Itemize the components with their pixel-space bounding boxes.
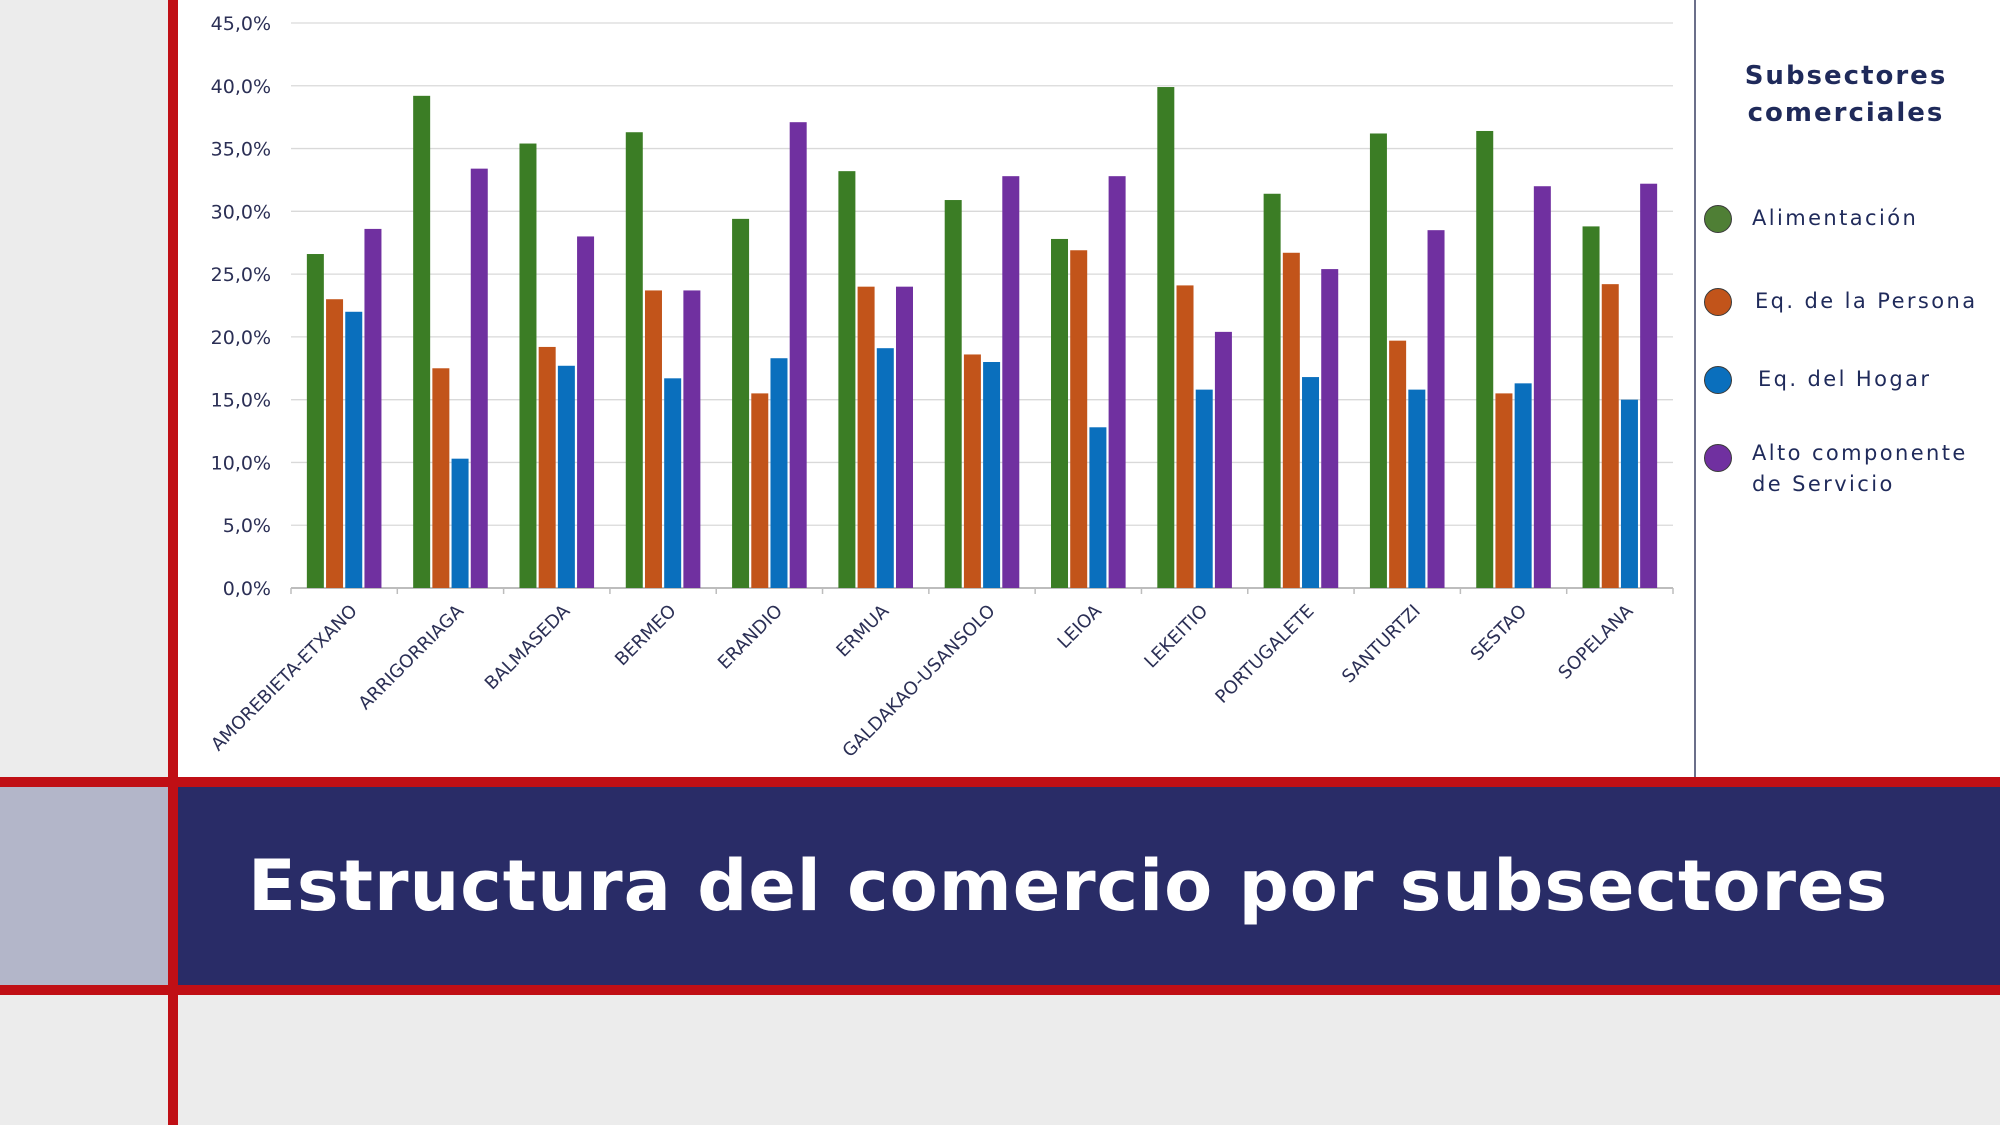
bar [557, 365, 575, 588]
y-tick-label: 10,0% [211, 452, 271, 474]
bar [838, 171, 856, 588]
bar [751, 393, 769, 588]
x-category-label: ERMUA [832, 600, 893, 661]
bar [1321, 269, 1339, 588]
bar [732, 218, 750, 588]
x-category-label: SESTAO [1467, 601, 1531, 665]
red-vertical-rule [168, 0, 178, 1125]
bar [789, 122, 807, 588]
decorative-gray-block [0, 787, 168, 985]
bar [326, 299, 344, 588]
bar [1051, 238, 1069, 588]
title-band: Estructura del comercio por subsectores [178, 787, 2000, 985]
bar [625, 132, 643, 588]
legend-label: Eq. del Hogar [1758, 367, 1932, 391]
bar [1157, 87, 1175, 589]
bar [1601, 284, 1619, 588]
y-tick-label: 45,0% [211, 13, 271, 35]
bar [683, 290, 701, 588]
bar-chart: 0,0% 5,0% 10,0% 15,0% 20,0% 25,0% 30,0% 35,0% 40… [207, 13, 1674, 762]
y-tick-label: 20,0% [211, 327, 271, 349]
bar [963, 354, 981, 588]
legend-label: Alto componente de Servicio [1752, 441, 1968, 496]
y-tick-label: 15,0% [211, 390, 271, 412]
x-category-label: LEIOA [1054, 600, 1107, 653]
bar [1533, 186, 1551, 588]
bar [451, 458, 469, 588]
x-category-label: PORTUGALETE [1211, 601, 1318, 708]
legend-panel: Subsectores comerciales Alimentación Eq.… [1696, 0, 2000, 782]
legend-title: Subsectores comerciales [1744, 61, 1948, 128]
legend-swatch-eq-hogar [1704, 366, 1732, 394]
bar [1620, 399, 1638, 588]
bar [1002, 176, 1020, 588]
legend-label: Eq. de la Persona [1755, 289, 1978, 313]
bar [1640, 183, 1658, 588]
bar [519, 143, 537, 589]
bar [1408, 389, 1426, 588]
bar [1427, 230, 1445, 588]
bar [1263, 193, 1281, 588]
bar [1089, 427, 1107, 588]
legend-swatch-alimentacion [1704, 205, 1732, 233]
y-tick-label: 35,0% [211, 139, 271, 161]
bar [664, 378, 682, 588]
bar [1214, 331, 1232, 588]
chart-panel: 0,0% 5,0% 10,0% 15,0% 20,0% 25,0% 30,0% 35,0% 40… [178, 0, 1696, 782]
bar [364, 228, 382, 588]
bar [857, 286, 875, 588]
bar [577, 236, 595, 588]
y-tick-label: 5,0% [223, 515, 271, 537]
y-tick-label: 25,0% [211, 264, 271, 286]
y-tick-label: 40,0% [211, 76, 271, 98]
bar [306, 254, 324, 588]
y-tick-label: 0,0% [223, 578, 271, 600]
x-category-label: LEKEITIO [1140, 601, 1212, 673]
bar [1195, 389, 1213, 588]
bar [1176, 285, 1194, 588]
y-tick-label: 30,0% [211, 201, 271, 223]
x-category-label: ERANDIO [714, 601, 787, 674]
bar [1070, 250, 1088, 588]
bar [944, 200, 962, 589]
red-horizontal-rule-bottom [0, 985, 2000, 995]
bar [538, 346, 556, 588]
bar [1369, 133, 1387, 588]
bar [1495, 393, 1513, 588]
bar [470, 168, 488, 588]
bar [770, 358, 788, 588]
bar [1108, 176, 1126, 588]
bar [1282, 252, 1300, 588]
x-category-label: AMOREBIETA-ETXANO [207, 601, 362, 756]
bar [1389, 340, 1407, 588]
x-category-label: BERMEO [611, 601, 681, 671]
bar [1514, 383, 1532, 588]
bar [1302, 377, 1320, 588]
x-category-label: ARRIGORRIAGA [355, 600, 469, 714]
slide-title: Estructura del comercio por subsectores [248, 845, 1889, 927]
bar [644, 290, 662, 588]
x-category-label: SANTURTZI [1338, 601, 1425, 688]
bar [876, 348, 894, 588]
bar [983, 362, 1001, 588]
bar [432, 368, 450, 588]
x-category-label: BALMASEDA [481, 600, 575, 694]
bar [1582, 226, 1600, 588]
legend-swatch-alto-servicio [1704, 444, 1732, 472]
red-horizontal-rule-top [0, 777, 2000, 787]
legend-label: Alimentación [1752, 206, 1919, 230]
bar [895, 286, 913, 588]
bar [1476, 130, 1494, 588]
bar [413, 95, 431, 589]
legend-swatch-eq-persona [1704, 288, 1732, 316]
bar [345, 311, 363, 588]
x-category-label: SOPELANA [1554, 600, 1637, 683]
